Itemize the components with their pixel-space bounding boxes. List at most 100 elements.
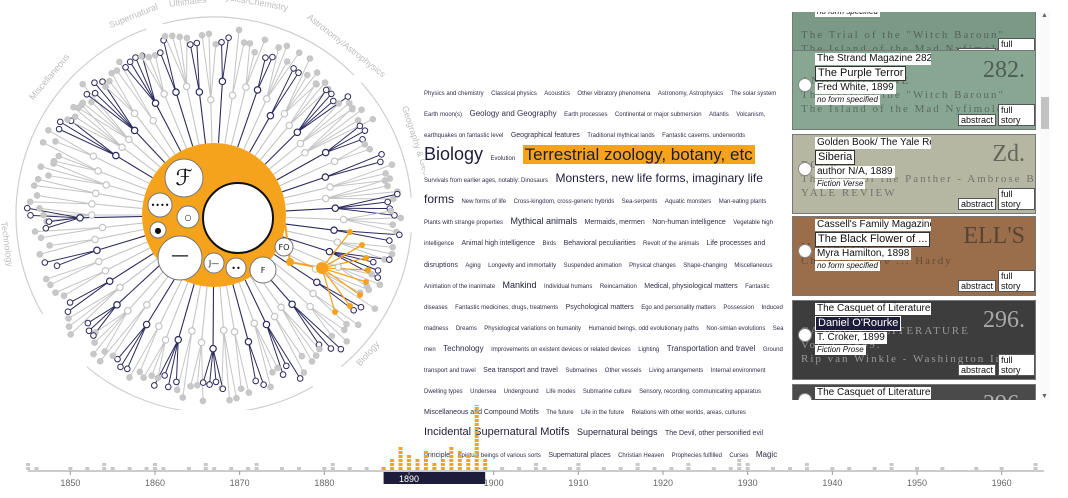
tree-node[interactable] (105, 277, 114, 285)
cloud-term[interactable]: Geology and Geography (469, 109, 557, 119)
timeline-story-mark[interactable] (737, 463, 742, 466)
tree-leaf-node[interactable] (187, 41, 194, 48)
cloud-term[interactable]: Fantastic caverns, underworlds (662, 133, 746, 140)
highlighted-leaf-node[interactable] (357, 292, 363, 298)
timeline-story-mark[interactable] (771, 467, 776, 470)
tree-node[interactable] (112, 151, 120, 160)
tree-leaf-node[interactable] (151, 51, 159, 59)
cloud-term[interactable]: Supernatural places (548, 451, 611, 459)
tree-node[interactable] (93, 246, 101, 255)
timeline-story-mark[interactable] (474, 463, 479, 466)
timeline-story-mark[interactable] (745, 467, 750, 470)
tree-node[interactable] (87, 211, 96, 219)
timeline-story-mark[interactable] (398, 447, 403, 450)
tree-node[interactable] (321, 194, 330, 203)
cloud-term[interactable]: Supernatural beings (576, 427, 658, 438)
full-story-button[interactable]: full story (998, 270, 1035, 292)
timeline-story-mark[interactable] (872, 467, 877, 470)
timeline-story-mark[interactable] (457, 463, 462, 466)
tree-leaf-node[interactable] (205, 30, 213, 38)
tree-node[interactable] (262, 94, 271, 103)
tree-leaf-node[interactable] (137, 52, 145, 60)
tree-leaf-node[interactable] (240, 39, 248, 46)
tree-leaf-node[interactable] (83, 90, 91, 98)
motif-bubble[interactable] (274, 237, 294, 257)
timeline-story-mark[interactable] (203, 467, 208, 470)
story-select-toggle[interactable] (798, 328, 812, 342)
cloud-term[interactable]: Relations with other worlds, areas, cult… (631, 410, 746, 417)
cloud-term[interactable]: Geographical features (510, 132, 580, 140)
tree-leaf-node[interactable] (154, 374, 162, 382)
tree-leaf-node[interactable] (212, 40, 220, 48)
tree-node[interactable] (161, 336, 170, 344)
tree-leaf-node[interactable] (187, 382, 194, 390)
tree-node[interactable] (266, 111, 275, 120)
tree-node[interactable] (339, 215, 348, 224)
tree-leaf-node[interactable] (226, 396, 233, 404)
tree-leaf-node[interactable] (108, 69, 115, 77)
scroll-up-icon[interactable]: ▲ (1041, 12, 1048, 19)
timeline-story-mark[interactable] (102, 463, 107, 466)
tree-leaf-node[interactable] (102, 83, 109, 90)
cloud-term[interactable]: Evolution (490, 156, 516, 163)
cloud-term[interactable]: Sea-serpents (621, 199, 658, 206)
timeline-story-mark[interactable] (567, 467, 572, 470)
tree-leaf-node[interactable] (283, 58, 291, 65)
tree-leaf-node[interactable] (47, 281, 54, 289)
timeline-story-mark[interactable] (804, 463, 809, 466)
timeline-story-mark[interactable] (330, 463, 335, 466)
cloud-term[interactable]: Sensory, recording, communicating appara… (639, 389, 762, 396)
timeline-story-mark[interactable] (423, 467, 428, 470)
tree-leaf-node[interactable] (90, 350, 97, 358)
cloud-term[interactable]: Living arrangements (648, 368, 704, 375)
tree-leaf-node[interactable] (316, 345, 323, 353)
tree-leaf-node[interactable] (378, 151, 385, 158)
cloud-term[interactable]: Acoustics (544, 91, 570, 97)
timeline-story-mark[interactable] (466, 455, 471, 458)
tree-leaf-node[interactable] (193, 39, 201, 47)
timeline-story-mark[interactable] (534, 463, 538, 466)
timeline-story-mark[interactable] (686, 463, 691, 466)
motif-bubble[interactable] (164, 158, 204, 198)
full-story-button[interactable]: full story (998, 188, 1035, 210)
cloud-term[interactable]: Mankind (502, 279, 537, 290)
timeline-story-mark[interactable] (466, 467, 471, 470)
tree-leaf-node[interactable] (235, 26, 243, 34)
cloud-term[interactable]: Magic (755, 449, 778, 459)
tree-leaf-node[interactable] (34, 175, 42, 183)
timeline-story-mark[interactable] (474, 439, 479, 442)
cloud-term[interactable]: Dreams (455, 325, 477, 332)
tree-leaf-node[interactable] (124, 365, 131, 373)
tree-leaf-node[interactable] (386, 237, 393, 244)
tree-node[interactable] (333, 238, 342, 246)
tree-leaf-node[interactable] (50, 157, 58, 165)
tree-node[interactable] (253, 86, 262, 94)
cloud-term[interactable]: Vegetable high intelligence (424, 220, 773, 248)
cloud-term[interactable]: Earth moon(s) (424, 112, 463, 119)
tree-leaf-node[interactable] (385, 256, 393, 263)
timeline-story-mark[interactable] (229, 467, 234, 470)
tree-leaf-node[interactable] (328, 90, 335, 98)
cloud-term[interactable]: Animation of the inanimate (424, 283, 496, 290)
abstract-button[interactable]: abstract (958, 364, 997, 376)
timeline-story-mark[interactable] (407, 459, 411, 462)
tree-node[interactable] (174, 335, 183, 344)
tree-leaf-node[interactable] (391, 212, 398, 219)
timeline-story-mark[interactable] (517, 467, 522, 470)
timeline-story-mark[interactable] (407, 467, 411, 470)
timeline-story-mark[interactable] (474, 407, 479, 410)
tree-leaf-node[interactable] (269, 368, 276, 376)
tree-leaf-node[interactable] (384, 182, 391, 190)
cloud-term[interactable]: Miscellaneous (734, 262, 773, 269)
scroll-down-icon[interactable]: ▼ (1041, 393, 1048, 400)
cloud-term[interactable]: Non-simian evolutions (706, 325, 766, 332)
timeline-story-mark[interactable] (669, 467, 674, 470)
tree-leaf-node[interactable] (275, 44, 282, 51)
tree-leaf-node[interactable] (45, 218, 53, 225)
cloud-term[interactable]: Astronomy, Astrophysics (657, 91, 724, 97)
tree-leaf-node[interactable] (371, 305, 379, 312)
tree-leaf-node[interactable] (36, 204, 43, 212)
story-title[interactable]: Daniel O'Rourke (815, 316, 902, 331)
tree-leaf-node[interactable] (394, 190, 401, 198)
tree-leaf-node[interactable] (282, 362, 290, 370)
